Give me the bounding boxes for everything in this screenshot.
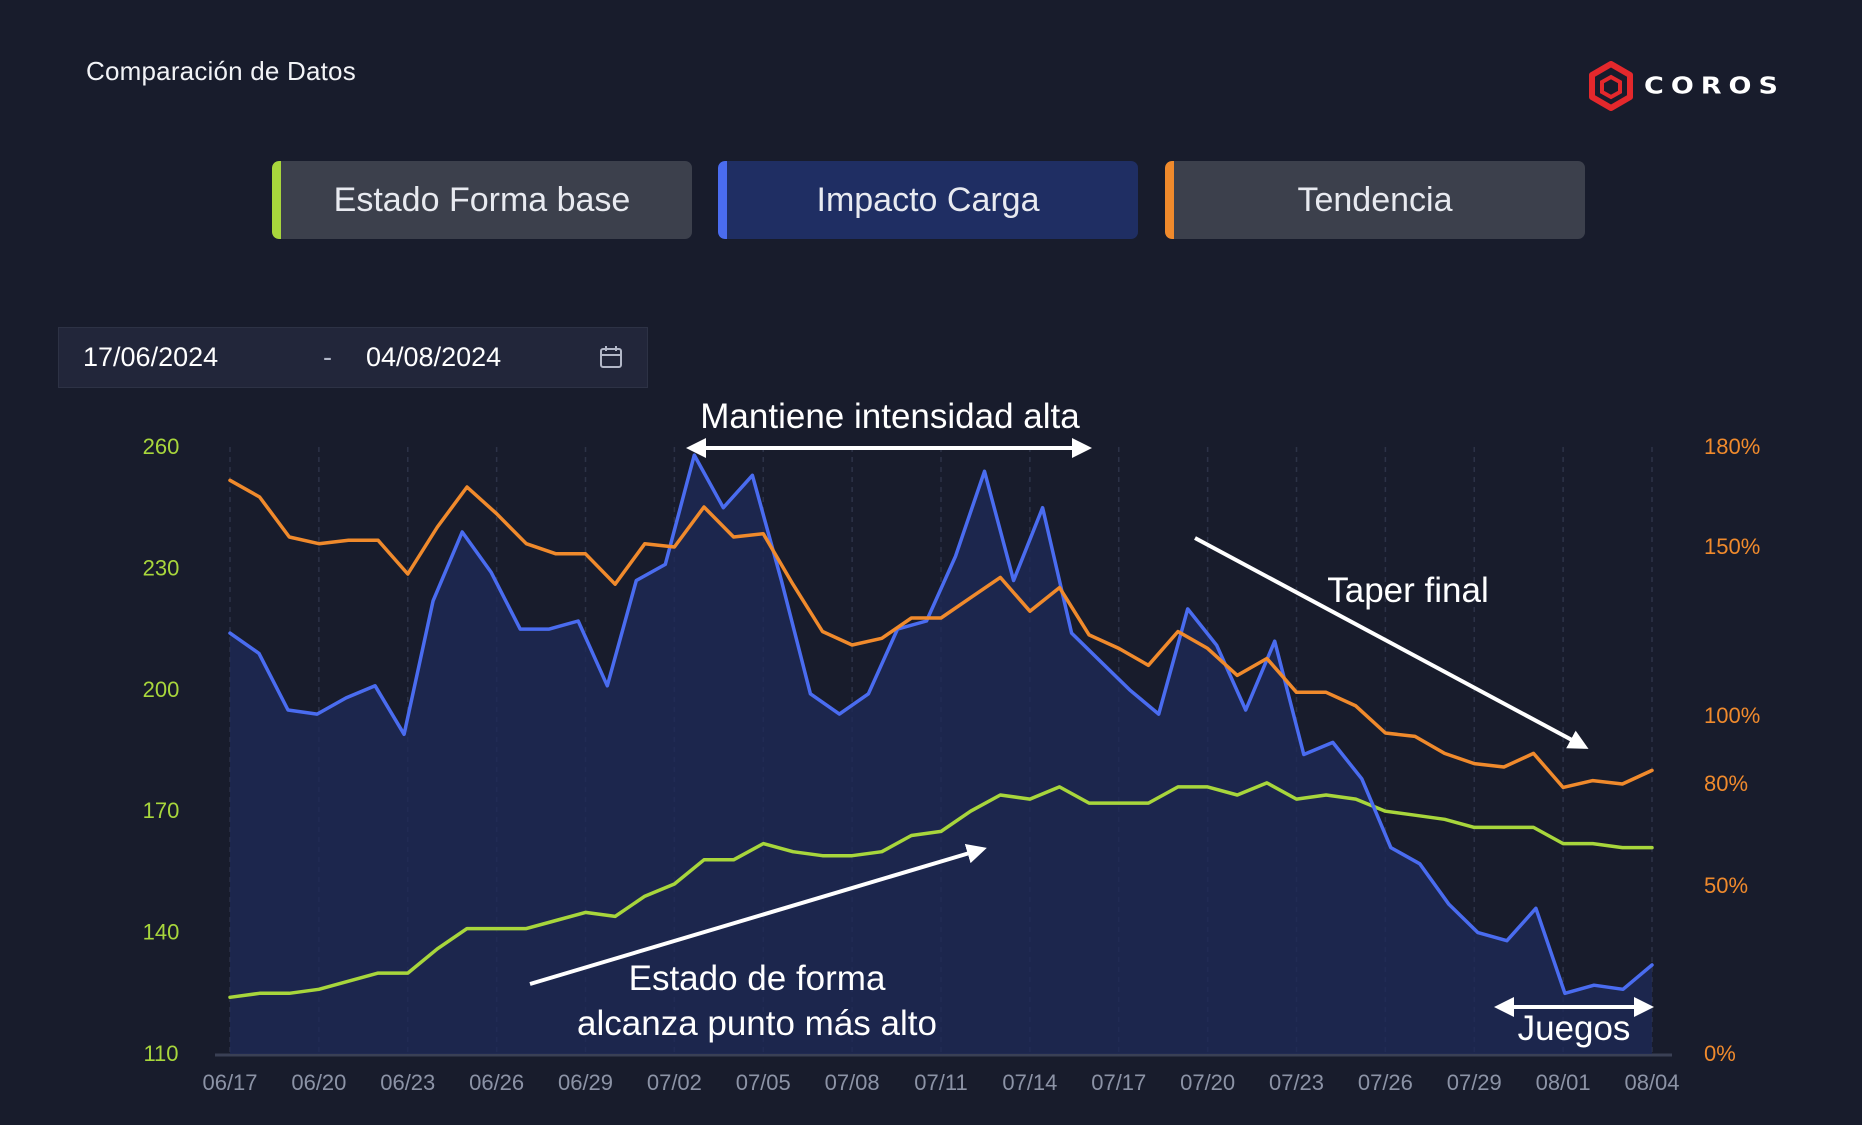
y-right-tick-label: 100%: [1704, 703, 1760, 728]
series-tendencia-line: [228, 478, 1654, 790]
date-start-input[interactable]: 17/06/2024: [83, 342, 219, 372]
tab-accent: [718, 161, 727, 239]
tab-tendencia[interactable]: Tendencia: [1165, 161, 1585, 239]
x-tick-label: 07/05: [736, 1070, 791, 1095]
y-right-tick-label: 50%: [1704, 873, 1748, 898]
x-tick-label: 06/29: [558, 1070, 613, 1095]
y-right-tick-label: 180%: [1704, 434, 1760, 459]
series-forma-line: [228, 781, 1654, 1000]
x-tick-label: 06/26: [469, 1070, 524, 1095]
x-tick-label: 07/26: [1358, 1070, 1413, 1095]
y-right-tick-label: 150%: [1704, 534, 1760, 559]
x-tick-label: 07/02: [647, 1070, 702, 1095]
brand-wordmark: COROS: [1644, 72, 1785, 100]
x-tick-label: 06/23: [380, 1070, 435, 1095]
y-left-tick-label: 230: [143, 555, 180, 580]
form-peak-arrow: [529, 843, 987, 986]
y-right-tick-label: 0%: [1704, 1041, 1736, 1066]
annotation-label: Estado de forma: [629, 959, 886, 998]
x-tick-label: 08/01: [1536, 1070, 1591, 1095]
y-left-tick-label: 110: [143, 1041, 178, 1066]
annotation-label: Mantiene intensidad alta: [700, 397, 1080, 436]
date-separator: -: [323, 342, 332, 372]
x-tick-label: 06/20: [291, 1070, 346, 1095]
tab-accent: [272, 161, 281, 239]
tab-estado-forma-base[interactable]: Estado Forma base: [272, 161, 692, 239]
y-right-tick-label: 80%: [1704, 771, 1748, 796]
x-tick-label: 07/14: [1002, 1070, 1057, 1095]
annotation-label: Juegos: [1518, 1009, 1631, 1048]
tab-impacto-carga[interactable]: Impacto Carga: [718, 161, 1138, 239]
tab-label: Tendencia: [1297, 180, 1453, 219]
x-tick-label: 06/17: [202, 1070, 257, 1095]
calendar-icon[interactable]: [599, 345, 623, 369]
page-title: Comparación de Datos: [86, 56, 356, 86]
x-tick-label: 07/20: [1180, 1070, 1235, 1095]
coros-logo-icon: [1589, 61, 1633, 111]
tab-accent: [1165, 161, 1174, 239]
date-end-input[interactable]: 04/08/2024: [366, 342, 502, 372]
date-range-picker[interactable]: 17/06/2024 - 04/08/2024: [58, 327, 648, 388]
x-tick-label: 07/23: [1269, 1070, 1324, 1095]
y-left-tick-label: 140: [143, 920, 180, 945]
annotations: Mantiene intensidad alta Taper final Est…: [529, 397, 1654, 1048]
y-left-tick-label: 170: [143, 798, 180, 823]
x-tick-label: 07/17: [1091, 1070, 1146, 1095]
x-tick-label: 07/08: [825, 1070, 880, 1095]
series-impacto-area: [230, 455, 1652, 1055]
annotation-label: Taper final: [1327, 571, 1488, 610]
x-tick-label: 08/04: [1624, 1070, 1679, 1095]
x-tick-label: 07/11: [914, 1070, 967, 1095]
annotation-label: alcanza punto más alto: [577, 1004, 937, 1043]
tab-label: Estado Forma base: [333, 180, 631, 219]
y-left-tick-label: 260: [143, 434, 180, 459]
taper-arrow: [1194, 536, 1589, 749]
x-tick-label: 07/29: [1447, 1070, 1502, 1095]
tab-label: Impacto Carga: [816, 180, 1040, 219]
y-left-tick-label: 200: [143, 677, 180, 702]
series-impacto-line: [228, 453, 1654, 996]
brand-logo: COROS: [1588, 60, 1808, 112]
